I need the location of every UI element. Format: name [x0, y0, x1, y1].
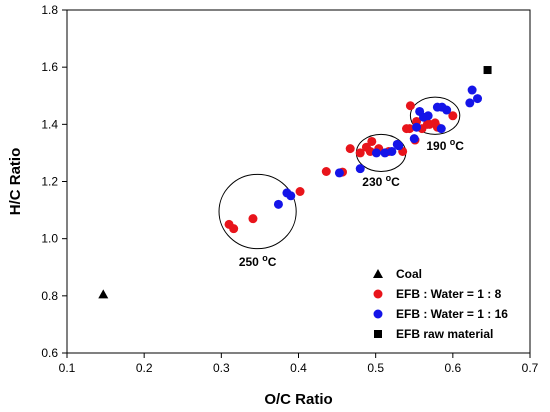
data-point — [387, 146, 397, 156]
legend-label: EFB raw material — [396, 327, 493, 341]
data-point — [405, 101, 415, 111]
y-axis-title: H/C Ratio — [7, 148, 24, 216]
annotation-label: 230 oC — [362, 173, 400, 189]
x-tick-label: 0.3 — [213, 361, 230, 375]
data-point — [380, 148, 390, 158]
data-point — [442, 105, 452, 115]
x-tick-label: 0.5 — [367, 361, 384, 375]
data-point — [248, 214, 258, 224]
legend-marker — [373, 269, 383, 278]
x-tick-label: 0.4 — [290, 361, 307, 375]
temperature-annotations: 250 oC 230 oC 190 oC — [218, 96, 464, 269]
data-point — [273, 199, 283, 209]
data-point — [423, 111, 433, 121]
annotation-label: 250 oC — [239, 253, 277, 269]
data-point — [409, 134, 419, 144]
data-point — [412, 122, 422, 132]
data-point — [483, 66, 492, 75]
data-point — [467, 85, 477, 95]
x-axis-title: O/C Ratio — [264, 391, 332, 408]
axis-ticks: 0.1 0.2 0.3 0.4 0.5 0.6 0.7 0.6 0.8 1.0 1.2 1.4 1.6 1… — [41, 3, 538, 375]
data-point — [465, 98, 475, 108]
y-tick-label: 1.4 — [41, 117, 58, 131]
y-tick-label: 0.6 — [41, 346, 58, 360]
plot-frame — [66, 9, 531, 354]
y-tick-label: 1.6 — [41, 60, 58, 74]
annotation-ellipse — [409, 96, 461, 135]
y-tick-label: 1.8 — [41, 3, 58, 17]
legend-marker — [373, 309, 383, 319]
data-point — [334, 168, 344, 178]
legend-marker — [373, 289, 383, 299]
data-point — [355, 148, 365, 158]
legend-label: EFB : Water = 1 : 8 — [396, 287, 502, 301]
data-point — [355, 164, 365, 174]
legend-label: EFB : Water = 1 : 16 — [396, 307, 508, 321]
legend-marker — [374, 330, 382, 338]
data-point — [345, 144, 355, 154]
y-tick-label: 0.8 — [41, 289, 58, 303]
data-point — [321, 166, 331, 176]
x-tick-label: 0.1 — [59, 361, 76, 375]
data-point — [473, 94, 483, 104]
data-point — [394, 141, 404, 151]
annotation-label: 190 oC — [426, 137, 464, 153]
data-point — [229, 224, 239, 234]
x-tick-label: 0.7 — [522, 361, 539, 375]
data-points — [98, 66, 492, 299]
data-point — [436, 124, 446, 134]
legend: Coal EFB : Water = 1 : 8 EFB : Water = 1 :… — [373, 267, 508, 341]
data-point — [286, 191, 296, 201]
x-tick-label: 0.2 — [136, 361, 153, 375]
y-tick-label: 1.2 — [41, 175, 58, 189]
data-point — [405, 124, 415, 134]
data-point — [371, 148, 381, 158]
data-point — [367, 136, 377, 146]
legend-label: Coal — [396, 267, 422, 281]
x-tick-label: 0.6 — [444, 361, 461, 375]
data-point — [98, 289, 109, 299]
data-point — [295, 187, 305, 197]
annotation-ellipse — [218, 173, 297, 250]
data-point — [448, 111, 458, 121]
y-tick-label: 1.0 — [41, 232, 58, 246]
